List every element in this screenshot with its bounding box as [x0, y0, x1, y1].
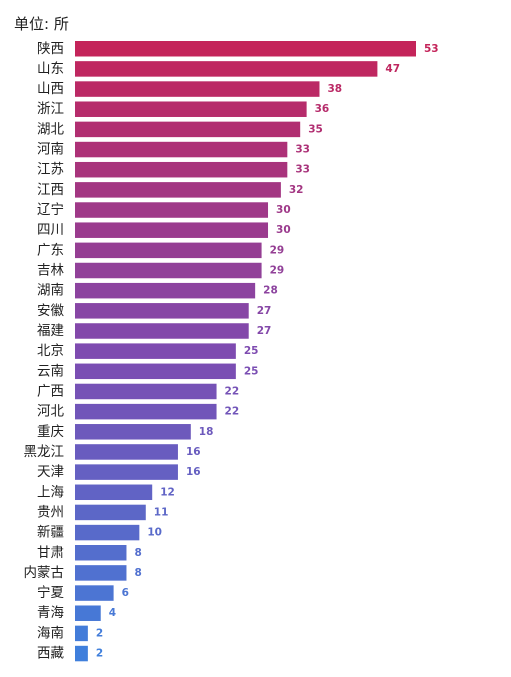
- category-label: 青海: [37, 605, 64, 621]
- category-label: 天津: [37, 464, 64, 480]
- bar: [75, 363, 236, 380]
- bar: [75, 565, 127, 581]
- value-label: 22: [225, 406, 240, 418]
- value-label: 27: [257, 325, 272, 337]
- value-label: 18: [199, 426, 214, 438]
- category-label: 湖南: [37, 283, 64, 299]
- bar: [75, 282, 256, 299]
- category-label: 陕西: [37, 41, 64, 57]
- category-label: 河北: [37, 404, 64, 420]
- value-label: 29: [270, 265, 285, 277]
- category-label: 四川: [37, 222, 64, 238]
- value-label: 29: [270, 244, 285, 256]
- value-label: 8: [134, 547, 141, 559]
- value-label: 16: [186, 446, 201, 458]
- category-label: 山东: [37, 61, 64, 77]
- category-label: 内蒙古: [24, 565, 65, 581]
- bar: [75, 101, 307, 117]
- value-label: 30: [276, 224, 291, 236]
- bar: [75, 141, 288, 158]
- value-label: 6: [122, 587, 129, 599]
- bar: [75, 484, 153, 501]
- category-label: 甘肃: [37, 545, 64, 561]
- value-label: 47: [385, 63, 400, 75]
- bar: [75, 161, 288, 178]
- bar: [75, 323, 249, 339]
- bar: [75, 383, 217, 400]
- category-label: 宁夏: [37, 584, 64, 601]
- category-label: 吉林: [37, 263, 64, 279]
- bar: [75, 262, 262, 279]
- value-label: 12: [160, 486, 175, 498]
- bar: [75, 444, 178, 460]
- category-label: 福建: [37, 323, 64, 339]
- category-label: 广西: [37, 383, 64, 399]
- category-label: 海南: [37, 625, 64, 641]
- category-label: 新疆: [37, 525, 64, 541]
- category-label: 云南: [37, 363, 64, 379]
- bar: [75, 403, 217, 420]
- bar: [75, 424, 191, 440]
- value-label: 22: [225, 385, 240, 397]
- value-label: 35: [308, 123, 323, 135]
- value-label: 11: [154, 506, 169, 518]
- bars-group: 陕西 53 山东 47 山西 38 浙江 36 湖北 35 河南 33 江苏 33 江西 32 辽宁 30 四川 30…: [24, 41, 439, 662]
- value-label: 2: [96, 648, 103, 660]
- category-label: 河南: [37, 142, 64, 158]
- category-label: 安徽: [37, 303, 64, 319]
- bar: [75, 605, 101, 621]
- bar: [75, 464, 178, 480]
- value-label: 28: [263, 285, 278, 297]
- category-label: 辽宁: [37, 201, 64, 218]
- bar: [75, 585, 114, 601]
- value-label: 25: [244, 365, 259, 377]
- bar: [75, 182, 281, 198]
- category-label: 贵州: [37, 504, 64, 520]
- bar: [75, 645, 88, 662]
- value-label: 33: [295, 144, 310, 156]
- category-label: 重庆: [37, 424, 64, 440]
- value-label: 25: [244, 345, 259, 357]
- bar: [75, 625, 88, 642]
- bar: [75, 61, 378, 77]
- unit-label: 单位: 所: [14, 15, 69, 33]
- category-label: 江苏: [37, 162, 64, 178]
- value-label: 10: [147, 527, 162, 539]
- bar: [75, 343, 236, 359]
- category-label: 黑龙江: [24, 444, 65, 460]
- bar: [75, 41, 416, 57]
- bar: [75, 222, 269, 238]
- value-label: 16: [186, 466, 201, 478]
- category-label: 西藏: [37, 646, 64, 662]
- bar: [75, 504, 146, 521]
- value-label: 53: [424, 43, 439, 55]
- bar: [75, 81, 320, 97]
- category-label: 北京: [37, 343, 64, 359]
- category-label: 湖北: [37, 121, 64, 137]
- value-label: 38: [327, 83, 342, 95]
- value-label: 8: [134, 567, 141, 579]
- bar: [75, 202, 269, 218]
- bar: [75, 121, 301, 138]
- category-label: 广东: [37, 242, 64, 258]
- category-label: 山西: [37, 81, 64, 97]
- value-label: 4: [109, 607, 116, 619]
- bar: [75, 545, 127, 561]
- value-label: 33: [295, 164, 310, 176]
- bar: [75, 524, 140, 541]
- value-label: 32: [289, 184, 304, 196]
- category-label: 上海: [37, 484, 64, 500]
- category-label: 浙江: [37, 101, 64, 117]
- value-label: 2: [96, 627, 103, 639]
- bar: [75, 303, 249, 319]
- bar: [75, 242, 262, 259]
- category-label: 江西: [37, 182, 64, 198]
- value-label: 30: [276, 204, 291, 216]
- value-label: 27: [257, 305, 272, 317]
- value-label: 36: [315, 103, 330, 115]
